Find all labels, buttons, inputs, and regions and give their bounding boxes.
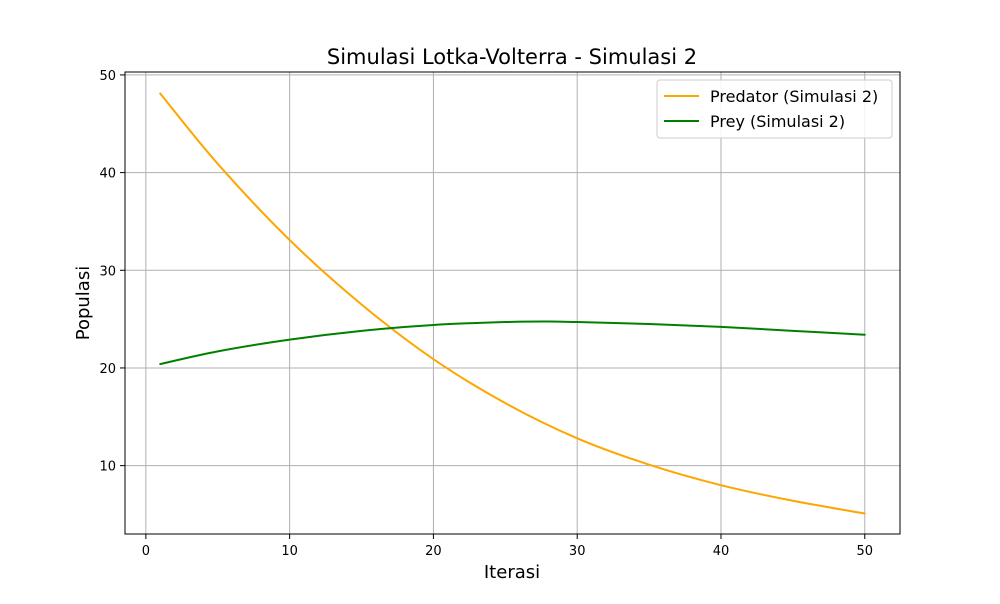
series-line-prey <box>159 320 866 366</box>
y-axis-label: Populasi <box>73 266 94 340</box>
series-lines <box>159 92 866 515</box>
x-tick-label: 0 <box>142 544 150 559</box>
y-tick-label: 40 <box>99 167 116 182</box>
series-line-predator <box>159 92 866 515</box>
y-axis-ticks: 10 20 30 40 50 <box>99 69 125 475</box>
plot-area-frame <box>124 71 901 535</box>
x-tick-label: 30 <box>569 544 586 559</box>
x-axis-ticks: 0 10 20 30 40 50 <box>142 534 873 559</box>
chart-title: Simulasi Lotka-Volterra - Simulasi 2 <box>327 45 697 69</box>
x-tick-label: 10 <box>281 544 298 559</box>
x-tick-label: 40 <box>713 544 730 559</box>
legend-label-prey: Prey (Simulasi 2) <box>710 112 845 131</box>
legend-box <box>656 79 893 139</box>
grid-lines <box>125 72 900 534</box>
legend-label-predator: Predator (Simulasi 2) <box>710 87 878 106</box>
y-tick-label: 30 <box>99 264 116 279</box>
x-tick-label: 50 <box>856 544 873 559</box>
y-tick-label: 10 <box>99 460 116 475</box>
x-axis-label: Iterasi <box>484 562 540 583</box>
y-tick-label: 50 <box>99 69 116 84</box>
y-tick-label: 20 <box>99 362 116 377</box>
x-tick-label: 20 <box>425 544 442 559</box>
legend: Predator (Simulasi 2) Prey (Simulasi 2) <box>656 79 893 139</box>
